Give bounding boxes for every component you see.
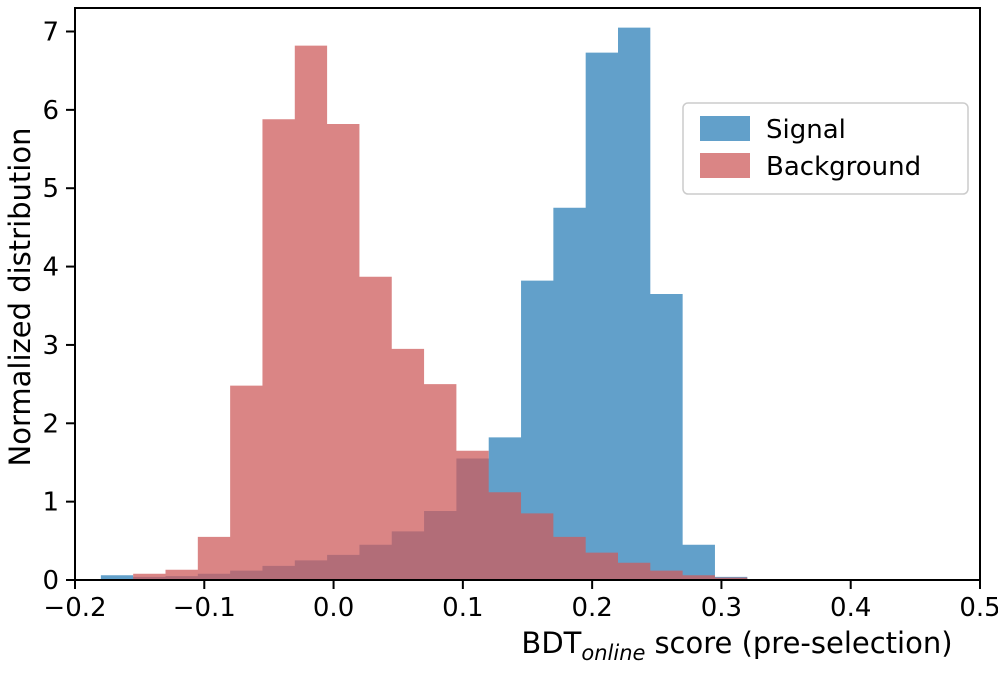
y-tick-label: 3 <box>42 331 59 361</box>
plot-frame <box>74 7 981 581</box>
y-tick-label: 4 <box>42 253 59 283</box>
x-tick-label: −0.1 <box>173 593 236 623</box>
legend: Signal Background <box>682 102 969 195</box>
y-tick-label: 2 <box>42 409 59 439</box>
y-tick-label: 1 <box>42 488 59 518</box>
x-tick-label: 0.1 <box>442 593 483 623</box>
y-tick-label: 0 <box>42 566 59 596</box>
x-axis-title: BDTonline score (pre-selection) <box>521 626 952 665</box>
legend-patch-signal <box>700 116 750 141</box>
x-tick-label: 0.4 <box>830 593 871 623</box>
y-axis-title: Normalized distribution <box>3 128 37 467</box>
legend-label-background: Background <box>766 152 921 182</box>
y-tick-label: 7 <box>42 18 59 48</box>
legend-patch-background <box>700 153 750 178</box>
y-tick-label: 5 <box>42 174 59 204</box>
signal-histogram <box>100 27 748 580</box>
background-histogram <box>133 45 748 581</box>
x-tick-label: 0.2 <box>571 593 612 623</box>
x-tick-label: 0.5 <box>959 593 998 623</box>
legend-label-signal: Signal <box>766 115 846 145</box>
x-tick-label: 0.0 <box>313 593 354 623</box>
legend-box <box>682 102 969 195</box>
y-tick-label: 6 <box>42 96 59 126</box>
x-tick-label: −0.2 <box>43 593 106 623</box>
x-tick-label: 0.3 <box>701 593 742 623</box>
